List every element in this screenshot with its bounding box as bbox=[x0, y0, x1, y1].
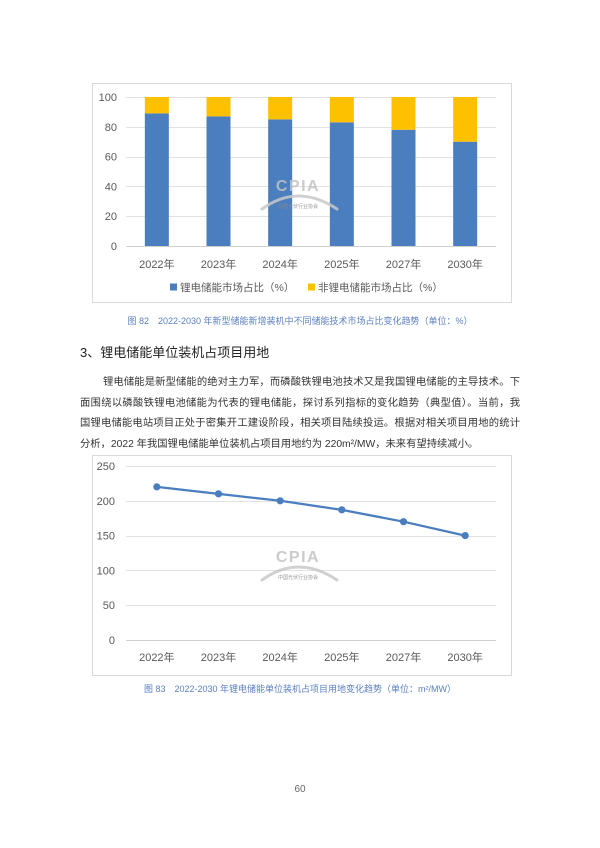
market-share-chart-svg: 0 20 40 60 80 100 2022年 2023年 2024年 2025年 2027年 203… bbox=[92, 83, 512, 303]
x-tick-label: 2030年 bbox=[447, 257, 482, 271]
y-tick-label: 200 bbox=[97, 496, 115, 508]
x-tick-label: 2023年 bbox=[201, 257, 236, 271]
page-number: 60 bbox=[294, 784, 306, 795]
line-layer bbox=[153, 483, 469, 540]
axis-label-layer: 0 20 40 60 80 100 2022年 2023年 2024年 2025年 2027年 203… bbox=[99, 92, 483, 271]
figure-83-caption: 图 83 2022-2030 年锂电储能单位装机占项目用地变化趋势（单位：m²/… bbox=[143, 684, 457, 694]
lithium-share-bar bbox=[268, 119, 293, 246]
y-tick-label: 80 bbox=[105, 122, 117, 134]
non-lithium-share-bar bbox=[391, 97, 416, 130]
paragraph-line: 分析，2022 年我国锂电储能单位装机占项目用地约为 220m²/MW，未来有望… bbox=[80, 438, 479, 450]
y-tick-label: 0 bbox=[109, 635, 115, 647]
land-use-chart-svg: 0 50 100 150 200 250 2022年 2023年 2024年 2025年 2027年… bbox=[92, 455, 512, 676]
x-tick-label: 2022年 bbox=[139, 650, 174, 664]
land-use-point bbox=[461, 532, 469, 540]
y-tick-label: 60 bbox=[105, 152, 117, 164]
watermark-org-name: 中国光伏行业协会 bbox=[278, 574, 318, 581]
figure-82-caption: 图 82 2022-2030 年新型储能新增装机中不同储能技术市场占比变化趋势（… bbox=[127, 316, 473, 326]
y-tick-label: 150 bbox=[97, 531, 115, 543]
watermark-logo-text: CPIA bbox=[276, 178, 320, 195]
x-tick-label: 2025年 bbox=[324, 650, 359, 664]
non-lithium-share-bar bbox=[144, 97, 169, 114]
paragraph-line: 锂电储能是新型储能的绝对主力军，而磷酸铁锂电池技术又是我国锂电储能的主导技术。下 bbox=[103, 377, 520, 388]
lithium-share-bar bbox=[144, 113, 169, 246]
lithium-share-bar bbox=[453, 141, 478, 246]
y-tick-label: 100 bbox=[97, 565, 115, 577]
legend-label-lithium: 锂电储能市场占比（%） bbox=[180, 281, 294, 294]
axis-label-layer: 0 50 100 150 200 250 2022年 2023年 2024年 2025年 2027年… bbox=[97, 461, 483, 664]
legend-label-non-lithium: 非锂电储能市场占比（%） bbox=[318, 281, 443, 294]
x-tick-label: 2024年 bbox=[262, 650, 297, 664]
land-use-chart: 0 50 100 150 200 250 2022年 2023年 2024年 2025年 2027年… bbox=[92, 455, 512, 676]
x-tick-label: 2030年 bbox=[447, 650, 482, 664]
chart-frame bbox=[92, 455, 512, 676]
land-use-point bbox=[153, 483, 161, 491]
land-use-point bbox=[214, 490, 223, 498]
legend-swatch-lithium bbox=[170, 283, 177, 291]
cpia-watermark: CPIA 中国光伏行业协会 bbox=[260, 549, 339, 582]
x-tick-label: 2025年 bbox=[324, 257, 359, 271]
land-use-point bbox=[276, 497, 284, 505]
legend-swatch-non-lithium bbox=[308, 283, 315, 291]
watermark-logo-text: CPIA bbox=[276, 549, 320, 566]
x-tick-label: 2027年 bbox=[386, 257, 421, 271]
watermark-org-name: 中国光伏行业协会 bbox=[278, 203, 318, 210]
non-lithium-share-bar bbox=[268, 97, 293, 120]
y-tick-label: 100 bbox=[99, 92, 117, 104]
bar-layer bbox=[144, 97, 478, 246]
non-lithium-share-bar bbox=[206, 97, 231, 117]
land-use-point bbox=[338, 506, 346, 514]
non-lithium-share-bar bbox=[453, 97, 478, 142]
land-use-point bbox=[399, 518, 408, 526]
lithium-share-bar bbox=[391, 129, 416, 246]
legend: 锂电储能市场占比（%） 非锂电储能市场占比（%） bbox=[170, 281, 443, 294]
lithium-share-bar bbox=[329, 122, 354, 246]
land-use-line bbox=[155, 485, 467, 537]
watermark-arc bbox=[260, 565, 339, 582]
grid-layer bbox=[126, 97, 496, 247]
cpia-watermark: CPIA 中国光伏行业协会 bbox=[260, 178, 339, 211]
non-lithium-share-bar bbox=[329, 97, 354, 123]
market-share-chart: 0 20 40 60 80 100 2022年 2023年 2024年 2025年 2027年 203… bbox=[92, 83, 512, 303]
y-tick-label: 0 bbox=[111, 241, 117, 253]
x-tick-label: 2027年 bbox=[386, 650, 421, 664]
x-tick-label: 2023年 bbox=[201, 650, 236, 664]
lithium-share-bar bbox=[206, 116, 231, 246]
paragraph-line: 面围绕以磷酸铁锂电池储能为代表的锂电储能，探讨系列指标的变化趋势（典型值）。当前… bbox=[80, 397, 520, 409]
y-tick-label: 20 bbox=[105, 211, 117, 223]
x-tick-label: 2024年 bbox=[262, 257, 297, 271]
paragraph-line: 国锂电储能电站项目正处于密集开工建设阶段，相关项目陆续投运。根据对相关项目用地的… bbox=[80, 418, 520, 429]
x-tick-label: 2022年 bbox=[139, 257, 174, 271]
y-tick-label: 40 bbox=[105, 181, 117, 193]
y-tick-label: 250 bbox=[97, 461, 115, 473]
section-heading: 3、锂电储能单位装机占项目用地 bbox=[80, 345, 270, 360]
watermark-arc bbox=[260, 194, 339, 211]
body-paragraph: 锂电储能是新型储能的绝对主力军，而磷酸铁锂电池技术又是我国锂电储能的主导技术。下… bbox=[80, 373, 520, 455]
grid-layer bbox=[126, 466, 496, 641]
y-tick-label: 50 bbox=[103, 600, 115, 612]
